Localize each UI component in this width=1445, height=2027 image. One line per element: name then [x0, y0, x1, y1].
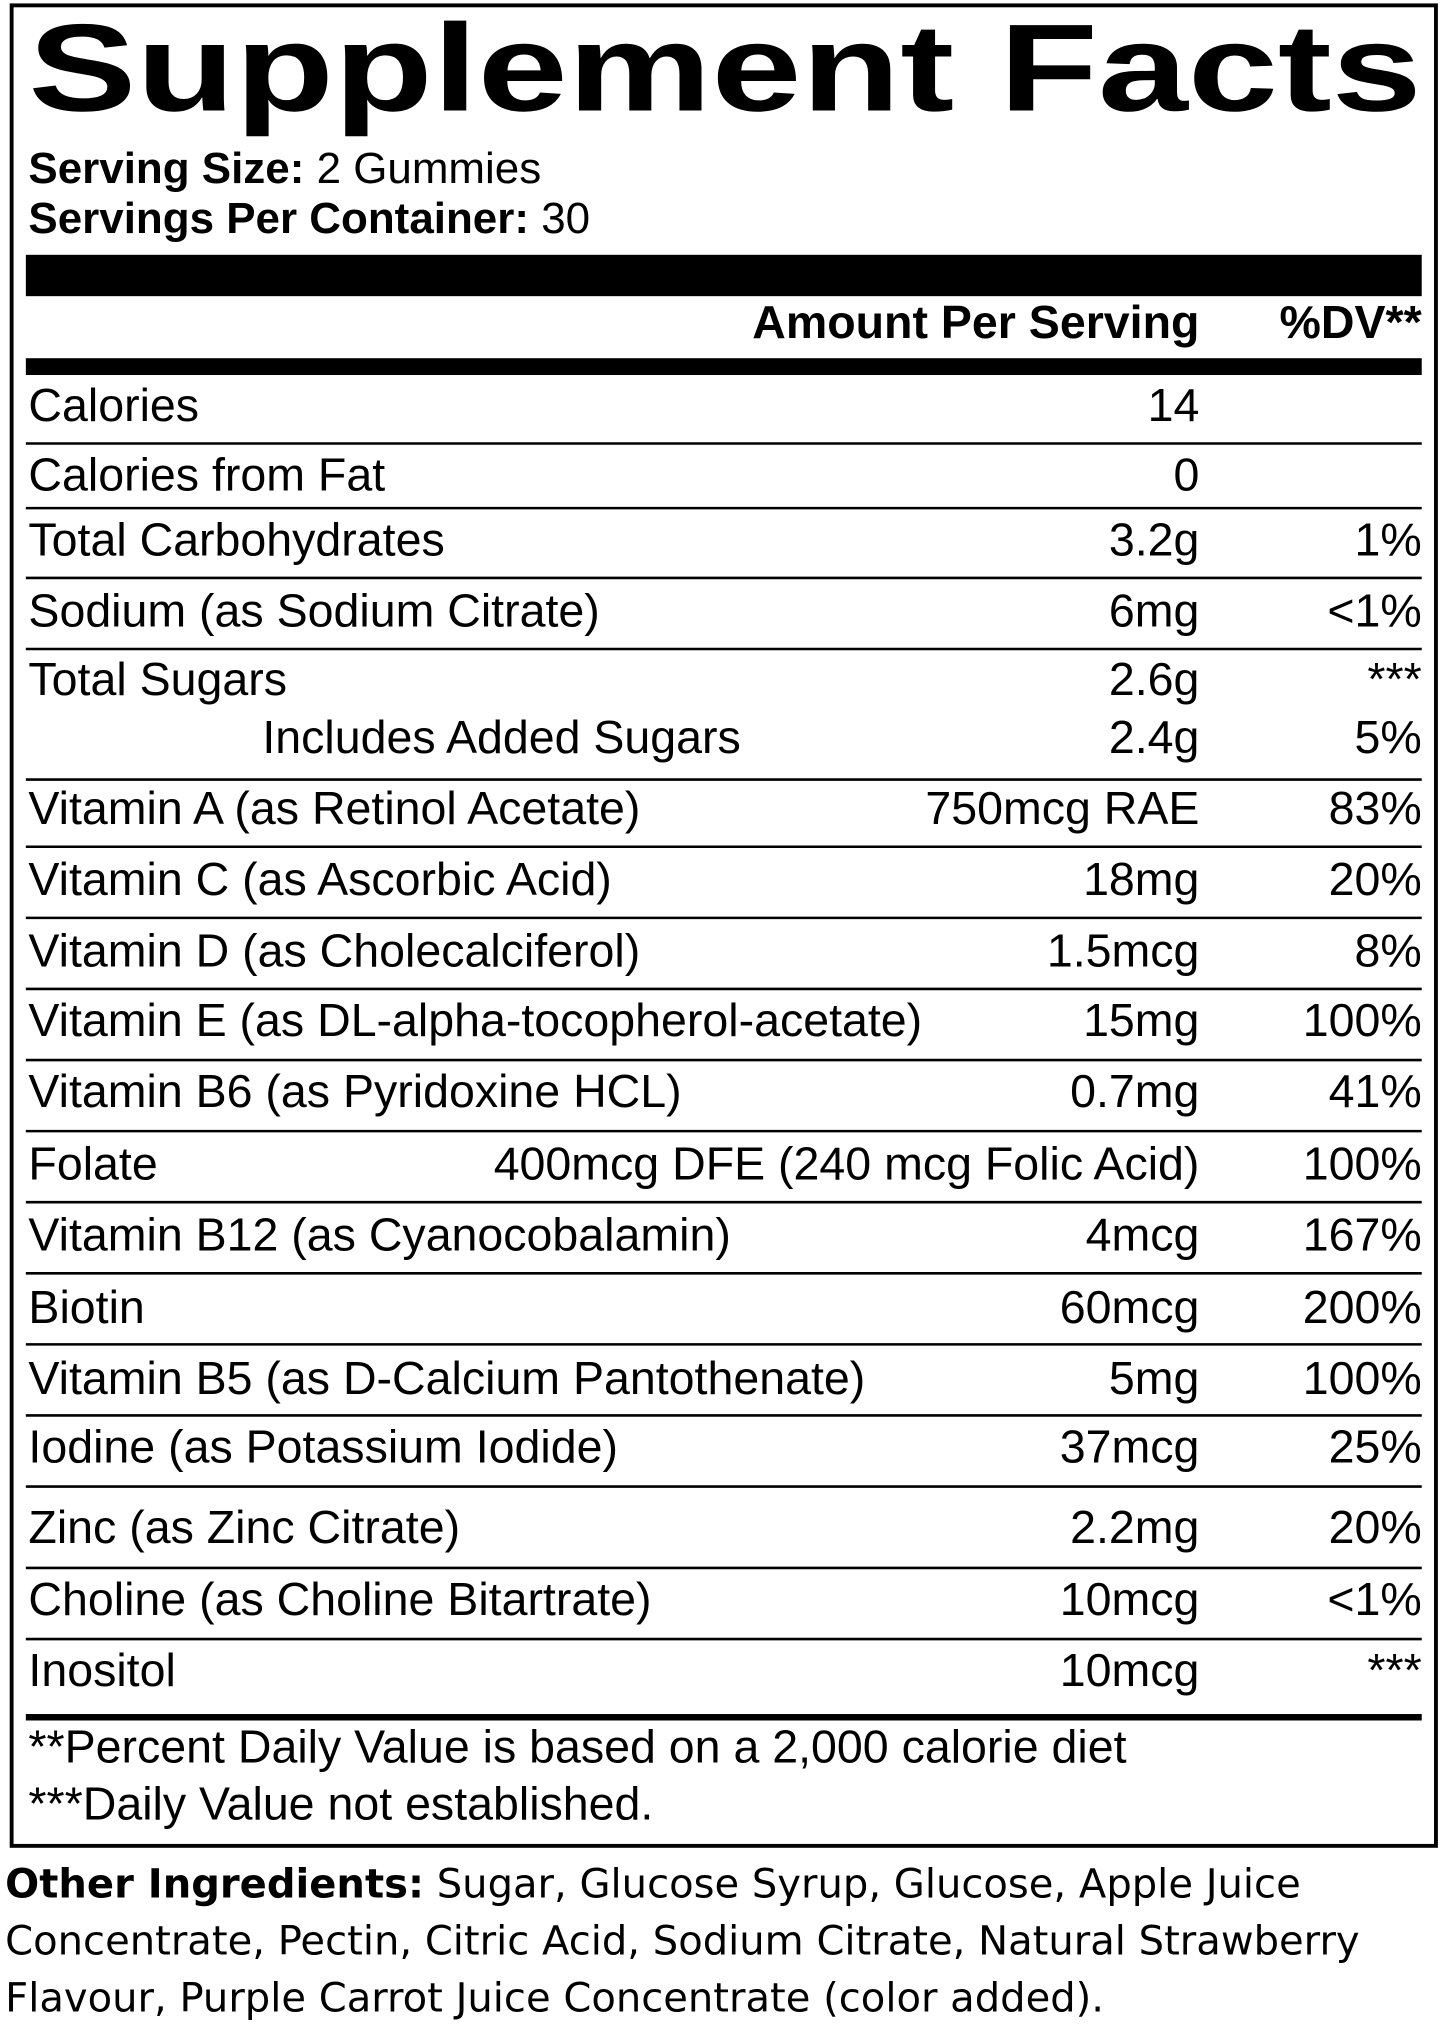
- nutrient-amount: 5mg: [1109, 1352, 1200, 1404]
- nutrient-amount: 60mcg: [1060, 1281, 1200, 1333]
- nutrient-dv: 25%: [1329, 1421, 1422, 1473]
- thick-bar: [25, 1714, 1422, 1721]
- nutrient-name: Vitamin A (as Retinol Acetate): [28, 782, 640, 834]
- footnote: ***Daily Value not established.: [28, 1777, 653, 1829]
- nutrient-name: Vitamin C (as Ascorbic Acid): [28, 853, 611, 905]
- thick-bar: [25, 254, 1422, 297]
- nutrient-name: Calories: [28, 379, 199, 431]
- nutrient-dv: <1%: [1327, 1573, 1421, 1625]
- nutrient-amount: 0: [1174, 449, 1200, 501]
- nutrient-amount: 3.2g: [1109, 513, 1200, 565]
- nutrient-name: Sodium (as Sodium Citrate): [28, 584, 599, 636]
- other-ingredients: Other Ingredients: Sugar, Glucose Syrup,…: [5, 1856, 1442, 2027]
- nutrient-amount: 18mg: [1083, 853, 1199, 905]
- serving-size-value: 2 Gummies: [317, 143, 542, 192]
- title: Supplement Facts: [28, 0, 1421, 138]
- nutrient-name: Vitamin D (as Cholecalciferol): [28, 924, 640, 976]
- dv-header: %DV**: [1280, 296, 1423, 348]
- nutrient-dv: 100%: [1303, 1138, 1422, 1190]
- nutrient-dv: 100%: [1303, 1352, 1422, 1404]
- servings-value: 30: [541, 194, 590, 243]
- nutrient-dv: 83%: [1329, 782, 1422, 834]
- nutrient-name: Vitamin B6 (as Pyridoxine HCL): [28, 1065, 681, 1117]
- nutrient-name: Vitamin B12 (as Cyanocobalamin): [28, 1209, 730, 1261]
- nutrient-name: Includes Added Sugars: [262, 711, 740, 763]
- nutrient-amount: 6mg: [1109, 584, 1200, 636]
- amount-header: Amount Per Serving: [752, 296, 1199, 348]
- other-ingredients-box: Other Ingredients: Sugar, Glucose Syrup,…: [5, 1856, 1442, 2027]
- nutrient-name: Choline (as Choline Bitartrate): [28, 1573, 651, 1625]
- nutrient-dv: 41%: [1329, 1065, 1422, 1117]
- nutrient-name: Vitamin B5 (as D-Calcium Pantothenate): [28, 1352, 865, 1404]
- nutrient-amount: 0.7mg: [1070, 1065, 1199, 1117]
- nutrient-dv: ***: [1367, 653, 1421, 705]
- servings-label: Servings Per Container:: [28, 194, 529, 243]
- nutrient-amount: 10mcg: [1060, 1644, 1200, 1696]
- servings-per-container: Servings Per Container: 30: [28, 194, 590, 243]
- nutrient-dv: 100%: [1303, 994, 1422, 1046]
- nutrient-name: Zinc (as Zinc Citrate): [28, 1501, 460, 1553]
- nutrient-amount: 2.6g: [1109, 653, 1200, 705]
- nutrient-dv: 200%: [1303, 1281, 1422, 1333]
- nutrient-name: Inositol: [28, 1644, 175, 1696]
- footnote: **Percent Daily Value is based on a 2,00…: [28, 1720, 1126, 1772]
- nutrient-amount: 15mg: [1083, 994, 1199, 1046]
- nutrient-dv: 167%: [1303, 1209, 1422, 1261]
- nutrient-name: Vitamin E (as DL-alpha-tocopherol-acetat…: [28, 994, 922, 1046]
- nutrient-name: Folate: [28, 1138, 157, 1190]
- nutrient-name: Iodine (as Potassium Iodide): [28, 1421, 618, 1473]
- nutrient-amount: 14: [1148, 379, 1200, 431]
- serving-size-label: Serving Size:: [28, 143, 304, 192]
- nutrient-amount: 10mcg: [1060, 1573, 1200, 1625]
- other-ingredients-text: Sugar, Glucose Syrup, Glucose, Apple Jui…: [5, 1861, 1360, 2022]
- thick-bar: [25, 358, 1422, 376]
- nutrient-amount: 400mcg DFE (240 mcg Folic Acid): [494, 1138, 1200, 1190]
- nutrient-dv: ***: [1367, 1644, 1421, 1696]
- serving-size: Serving Size: 2 Gummies: [28, 143, 541, 192]
- nutrient-dv: 20%: [1329, 1501, 1422, 1553]
- nutrient-dv: 1%: [1355, 513, 1422, 565]
- nutrient-name: Calories from Fat: [28, 449, 385, 501]
- nutrient-name: Total Carbohydrates: [28, 513, 444, 565]
- nutrient-amount: 37mcg: [1060, 1421, 1200, 1473]
- nutrient-dv: 5%: [1355, 711, 1422, 763]
- nutrient-name: Biotin: [28, 1281, 144, 1333]
- nutrient-name: Total Sugars: [28, 653, 287, 705]
- other-ingredients-label: Other Ingredients:: [5, 1861, 424, 1908]
- nutrient-amount: 2.2mg: [1070, 1501, 1199, 1553]
- nutrient-amount: 2.4g: [1109, 711, 1200, 763]
- nutrient-dv: 8%: [1355, 924, 1422, 976]
- nutrient-amount: 4mcg: [1086, 1209, 1200, 1261]
- nutrient-dv: 20%: [1329, 853, 1422, 905]
- label-border: [9, 3, 1438, 1848]
- nutrient-amount: 1.5mcg: [1047, 924, 1200, 976]
- nutrient-dv: <1%: [1327, 584, 1421, 636]
- nutrient-amount: 750mcg RAE: [925, 782, 1199, 834]
